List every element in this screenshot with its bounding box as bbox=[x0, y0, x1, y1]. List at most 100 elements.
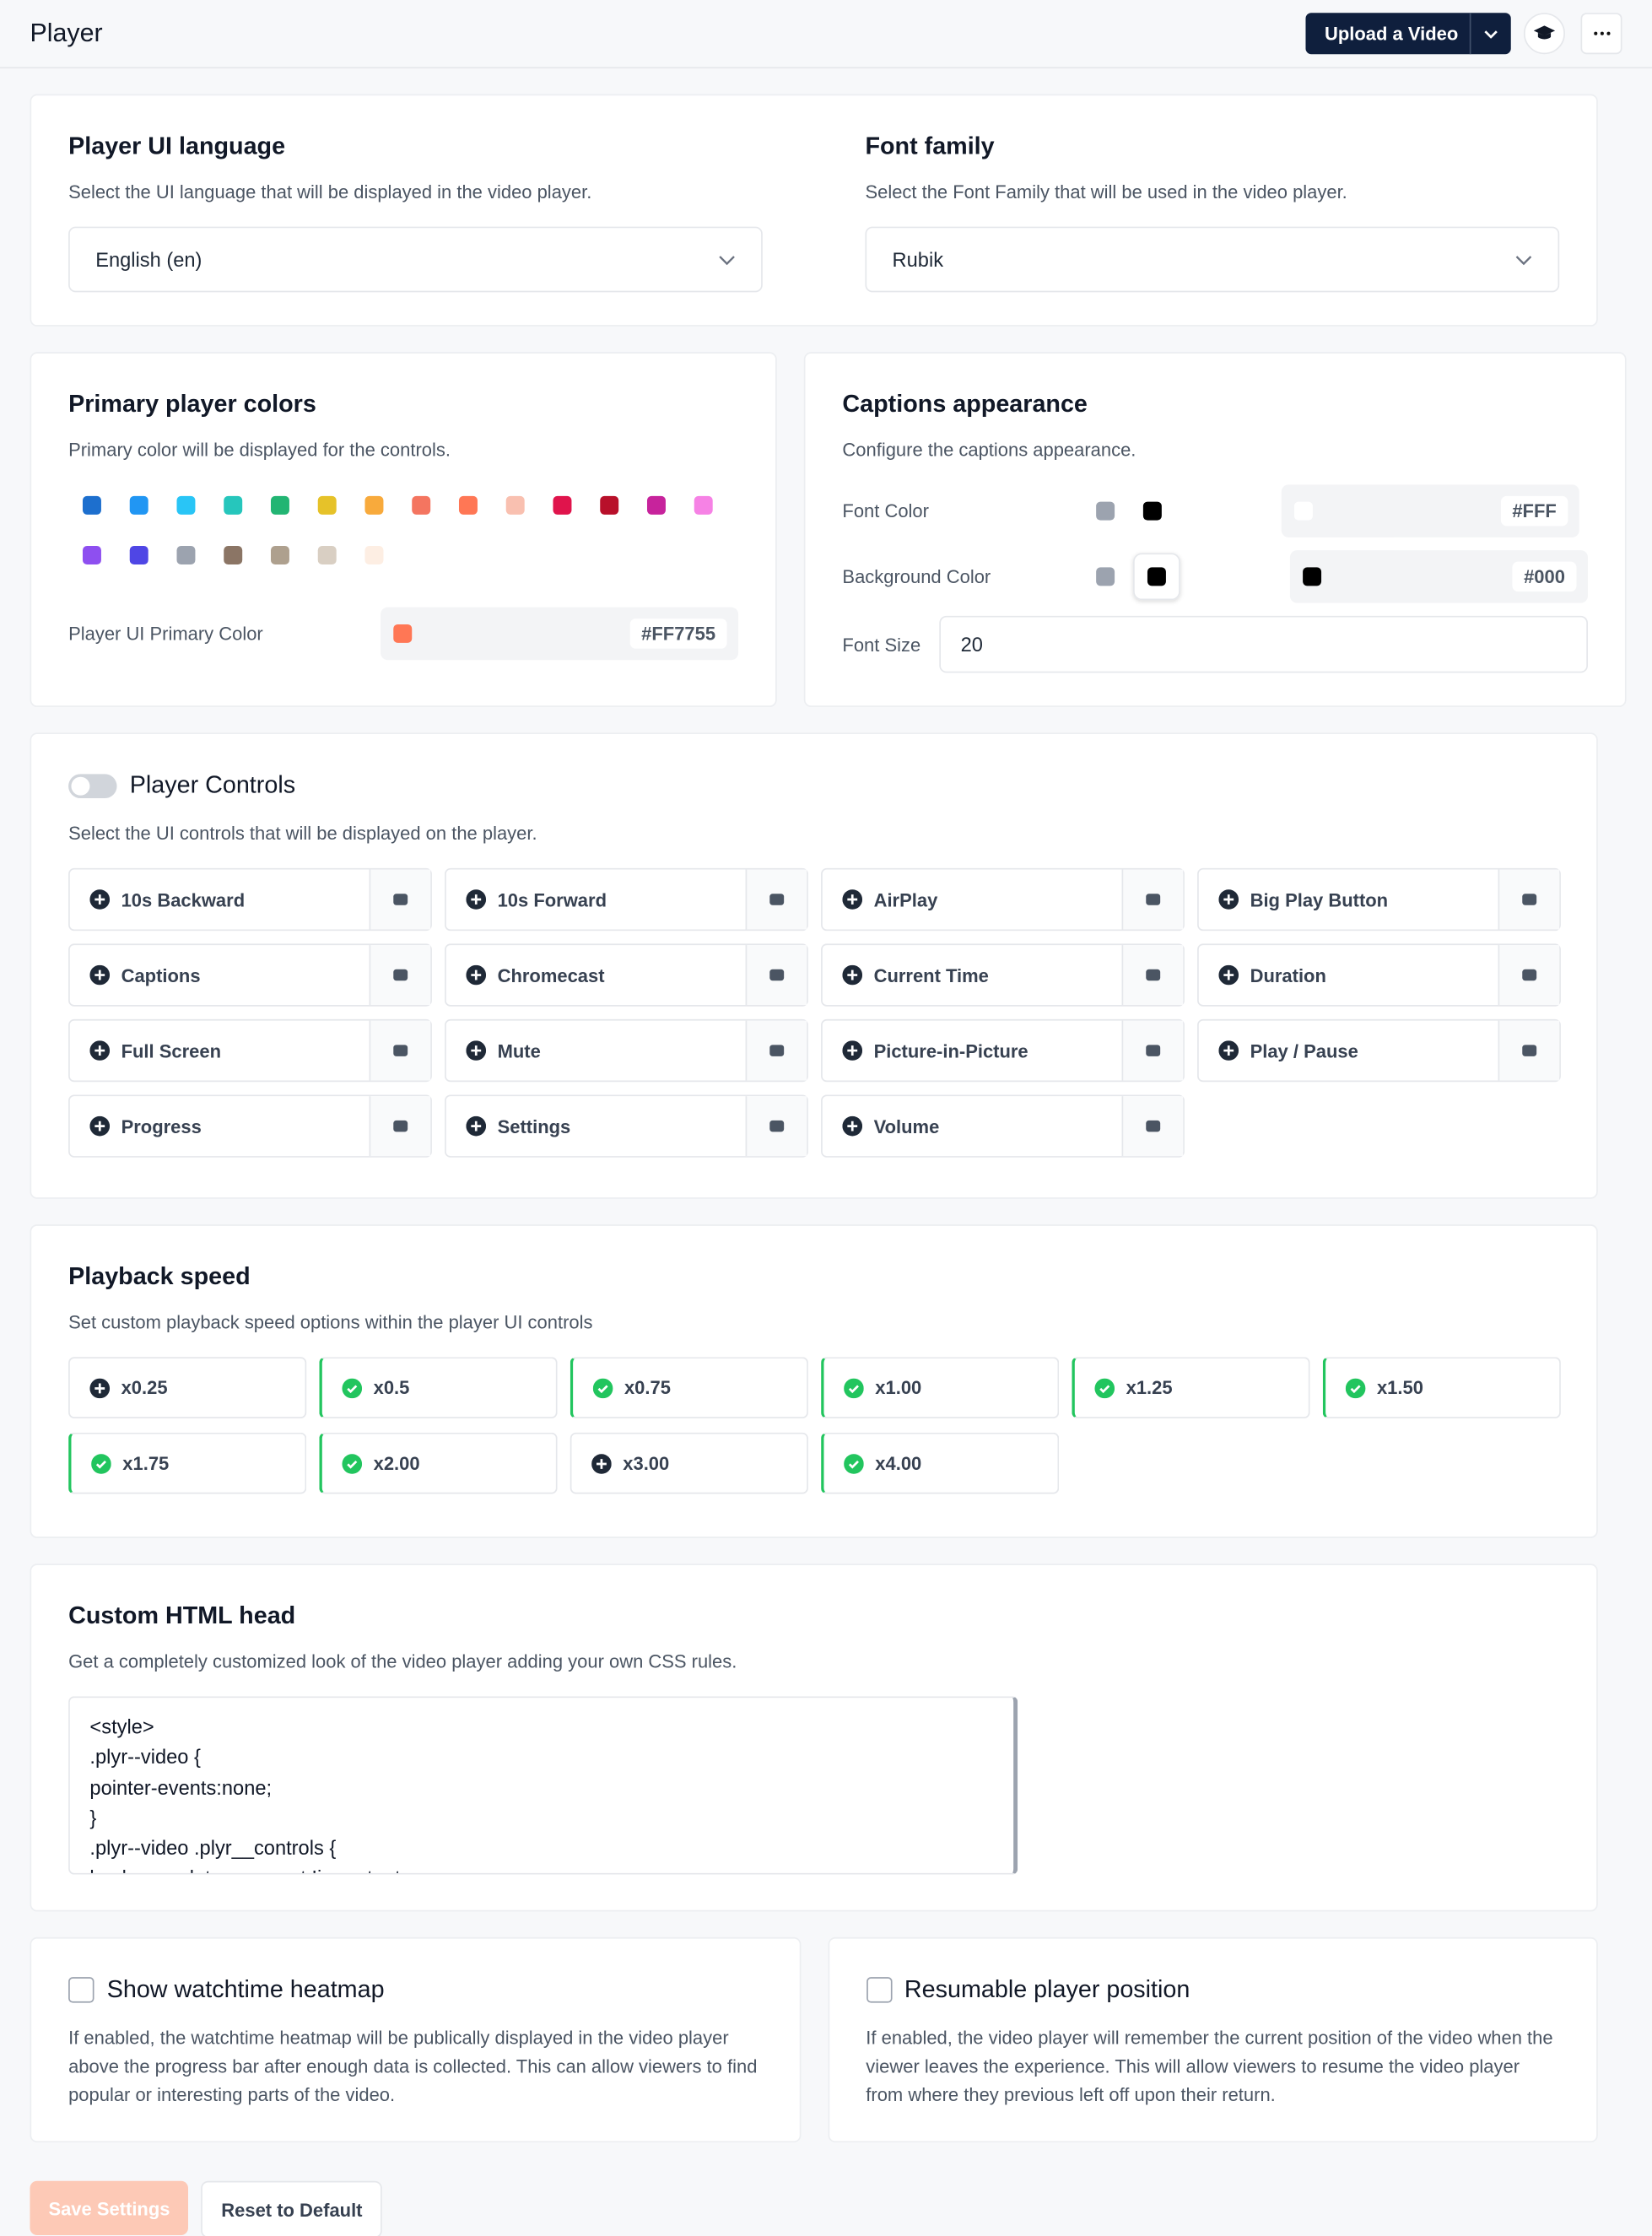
speed-option[interactable]: x4.00 bbox=[821, 1432, 1060, 1494]
swatch[interactable] bbox=[646, 495, 666, 515]
control-name: Big Play Button bbox=[1250, 888, 1389, 910]
swatch[interactable] bbox=[224, 546, 243, 564]
swatch[interactable] bbox=[82, 546, 101, 564]
swatch[interactable] bbox=[129, 546, 148, 564]
swatch[interactable] bbox=[1096, 567, 1115, 586]
speed-label: x2.00 bbox=[373, 1452, 420, 1474]
control-icon bbox=[1121, 945, 1184, 1006]
speed-option[interactable]: x1.00 bbox=[821, 1357, 1060, 1418]
speed-label: x1.00 bbox=[875, 1376, 922, 1399]
speed-label: x1.75 bbox=[122, 1452, 170, 1474]
speed-label: x1.25 bbox=[1126, 1376, 1173, 1399]
bg-color-input[interactable]: #000 bbox=[1289, 550, 1588, 603]
section-desc: If enabled, the video player will rememb… bbox=[866, 2027, 1553, 2106]
swatch[interactable] bbox=[505, 495, 525, 515]
content: Player UI language Select the UI language… bbox=[0, 68, 1652, 2236]
font-color-input[interactable]: #FFF bbox=[1281, 484, 1579, 537]
field-label: Background Color bbox=[842, 565, 991, 588]
swatch[interactable] bbox=[270, 546, 289, 564]
footer: Save Settings Reset to Default bbox=[30, 2180, 1597, 2236]
control-item[interactable]: AirPlay bbox=[821, 867, 1185, 932]
upload-button[interactable]: Upload a Video bbox=[1306, 13, 1511, 55]
control-item[interactable]: Settings bbox=[445, 1094, 808, 1158]
control-item[interactable]: Chromecast bbox=[445, 943, 808, 1007]
speed-option[interactable]: x0.5 bbox=[319, 1357, 558, 1418]
speed-option[interactable]: x2.00 bbox=[319, 1432, 558, 1494]
upload-dropdown[interactable] bbox=[1469, 13, 1511, 55]
swatch[interactable] bbox=[129, 495, 148, 515]
primary-color-input[interactable]: #FF7755 bbox=[381, 607, 739, 661]
font-select[interactable]: Rubik bbox=[865, 226, 1560, 293]
swatch[interactable] bbox=[224, 495, 243, 515]
code-editor[interactable]: <style> .plyr--video {pointer-events:none… bbox=[68, 1696, 1018, 1875]
control-label: 10s Forward bbox=[446, 888, 746, 910]
swatch[interactable] bbox=[176, 546, 196, 564]
swatch[interactable] bbox=[1096, 501, 1115, 521]
control-item[interactable]: Captions bbox=[68, 943, 432, 1007]
checkbox[interactable] bbox=[68, 1977, 94, 2003]
control-name: Progress bbox=[121, 1115, 202, 1137]
control-label: Captions bbox=[70, 964, 370, 986]
control-item[interactable]: Volume bbox=[821, 1094, 1185, 1158]
swatch[interactable] bbox=[364, 495, 384, 515]
reset-button[interactable]: Reset to Default bbox=[201, 2180, 383, 2236]
control-item[interactable]: Mute bbox=[445, 1018, 808, 1083]
swatch[interactable] bbox=[1142, 501, 1162, 521]
control-item[interactable]: Big Play Button bbox=[1197, 867, 1561, 932]
upload-label[interactable]: Upload a Video bbox=[1324, 23, 1459, 45]
control-item[interactable]: Play / Pause bbox=[1197, 1018, 1561, 1083]
swatch[interactable] bbox=[553, 495, 572, 515]
font-section: Font family Select the Font Family that w… bbox=[865, 132, 1560, 293]
control-item[interactable]: 10s Forward bbox=[445, 867, 808, 932]
language-select[interactable]: English (en) bbox=[68, 226, 763, 293]
code-line: background: transparent !important; bbox=[89, 1864, 993, 1873]
speed-label: x0.75 bbox=[624, 1376, 671, 1399]
color-value: #000 bbox=[1512, 561, 1577, 592]
header: Player Upload a Video bbox=[0, 0, 1652, 69]
control-item[interactable]: Progress bbox=[68, 1094, 432, 1158]
speed-option[interactable]: x1.50 bbox=[1322, 1357, 1561, 1418]
control-icon bbox=[745, 869, 807, 930]
select-value: English (en) bbox=[95, 247, 202, 271]
swatch[interactable] bbox=[317, 495, 337, 515]
control-icon bbox=[1498, 869, 1560, 930]
swatch[interactable] bbox=[270, 495, 289, 515]
speed-label: x0.5 bbox=[373, 1376, 410, 1399]
speed-option[interactable]: x0.75 bbox=[570, 1357, 808, 1418]
section-desc: Get a completely customized look of the … bbox=[68, 1650, 737, 1672]
control-item[interactable]: Current Time bbox=[821, 943, 1185, 1007]
toggle[interactable] bbox=[68, 773, 117, 798]
swatch[interactable] bbox=[82, 495, 101, 515]
swatch[interactable] bbox=[364, 546, 384, 564]
swatch[interactable] bbox=[412, 495, 431, 515]
control-item[interactable]: 10s Backward bbox=[68, 867, 432, 932]
control-item[interactable]: Duration bbox=[1197, 943, 1561, 1007]
code-line: .plyr--video .plyr__controls { bbox=[89, 1836, 337, 1860]
swatch[interactable] bbox=[600, 495, 619, 515]
more-button[interactable] bbox=[1580, 13, 1622, 55]
custom-head-card: Custom HTML head Get a completely customi… bbox=[30, 1564, 1598, 1912]
control-item[interactable]: Full Screen bbox=[68, 1018, 432, 1083]
checkbox[interactable] bbox=[866, 1977, 892, 2003]
font-size-input[interactable]: 20 bbox=[939, 615, 1588, 673]
section-desc: Set custom playback speed options within… bbox=[68, 1311, 593, 1333]
selected-swatch[interactable] bbox=[1133, 553, 1180, 601]
speed-option[interactable]: x0.25 bbox=[68, 1357, 307, 1418]
swatch[interactable] bbox=[458, 495, 478, 515]
swatches bbox=[68, 495, 738, 564]
speed-label: x4.00 bbox=[875, 1452, 922, 1474]
speed-option[interactable]: x1.75 bbox=[68, 1432, 307, 1494]
control-icon bbox=[1498, 1020, 1560, 1081]
speed-option[interactable]: x1.25 bbox=[1072, 1357, 1310, 1418]
save-button[interactable]: Save Settings bbox=[30, 2180, 189, 2235]
control-label: Current Time bbox=[823, 964, 1122, 986]
speed-option[interactable]: x3.00 bbox=[570, 1432, 808, 1494]
speed-card: Playback speed Set custom playback speed … bbox=[30, 1224, 1598, 1538]
color-value: #FFF bbox=[1500, 495, 1568, 527]
swatch[interactable] bbox=[317, 546, 337, 564]
control-item[interactable]: Picture-in-Picture bbox=[821, 1018, 1185, 1083]
academy-button[interactable] bbox=[1523, 13, 1565, 55]
code-line: .plyr--video { bbox=[89, 1745, 201, 1769]
swatch[interactable] bbox=[176, 495, 196, 515]
swatch[interactable] bbox=[694, 495, 713, 515]
